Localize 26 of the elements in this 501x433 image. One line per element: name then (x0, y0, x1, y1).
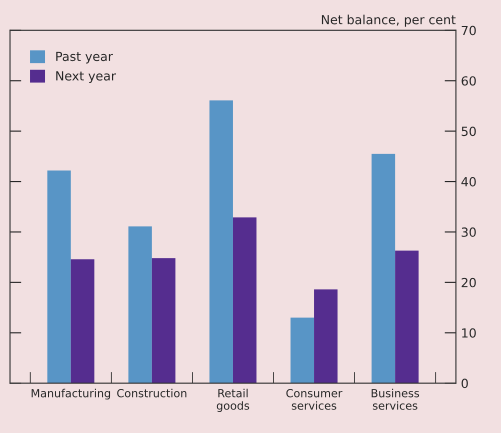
x-tick-label: Business services (372, 388, 420, 410)
y-tick-label: 40 (461, 177, 476, 186)
x-tick-label: Retail goods (216, 388, 250, 412)
bar (395, 250, 419, 384)
bar (152, 258, 176, 384)
y-tick-label: 0 (462, 378, 468, 388)
bar (314, 289, 338, 384)
bar (128, 226, 152, 384)
y-tick-label: 60 (462, 76, 476, 86)
y-axis-title: Net balance, per cent (322, 14, 456, 27)
legend-label: Next year (56, 71, 116, 84)
bar (70, 259, 94, 384)
y-tick-label: 50 (462, 126, 476, 136)
bar (372, 154, 396, 384)
y-tick-label: 10 (462, 328, 476, 338)
x-tick-label: Manufacturing (32, 388, 110, 400)
bar (47, 170, 71, 384)
bar (209, 100, 233, 384)
y-tick-label: 70 (462, 26, 476, 36)
bar (232, 217, 256, 384)
y-tick-label: 20 (462, 278, 476, 288)
legend-label: Past year (56, 52, 113, 64)
x-tick-label: Construction (117, 388, 186, 398)
x-tick-label: Consumer services (286, 388, 342, 410)
bar (290, 318, 314, 384)
y-tick-label: 30 (462, 227, 476, 237)
